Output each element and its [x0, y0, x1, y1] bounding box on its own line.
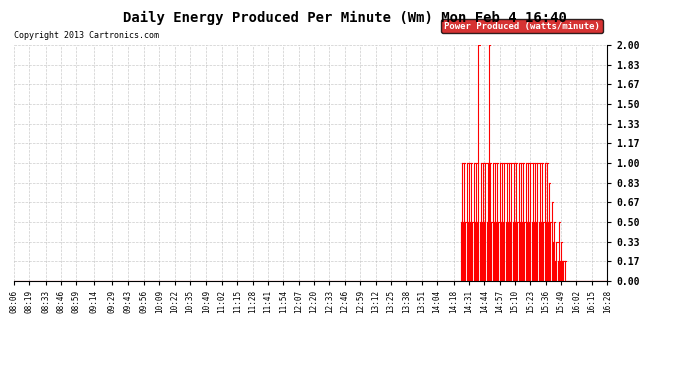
Legend: Power Produced (watts/minute): Power Produced (watts/minute) [442, 19, 602, 33]
Text: Copyright 2013 Cartronics.com: Copyright 2013 Cartronics.com [14, 31, 159, 40]
Text: Daily Energy Produced Per Minute (Wm) Mon Feb 4 16:40: Daily Energy Produced Per Minute (Wm) Mo… [123, 11, 567, 26]
